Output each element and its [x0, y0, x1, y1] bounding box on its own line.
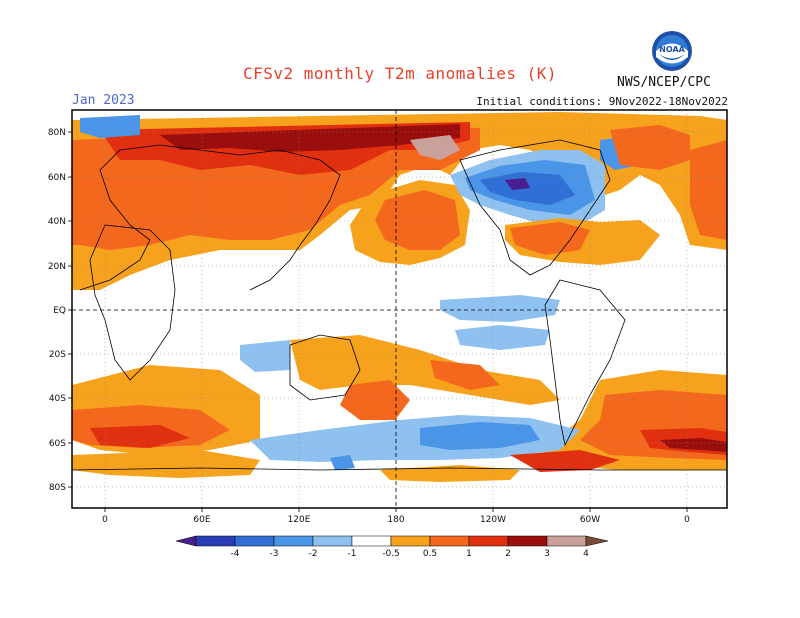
- noaa-logo: NOAA: [652, 31, 692, 71]
- colorbar-label: 0.5: [423, 549, 437, 559]
- lon-tick-labels: 0 60E 120E 180 120W 60W 0: [102, 515, 690, 525]
- colorbar-segment: [273, 535, 314, 547]
- colorbar-segment: [390, 535, 431, 547]
- lat-label: 80N: [48, 128, 66, 138]
- lon-label: 0: [684, 515, 690, 525]
- lon-label: 0: [102, 515, 108, 525]
- anomaly-field: [72, 110, 727, 508]
- lat-label: EQ: [53, 306, 66, 316]
- lat-tick-labels: 80N 60N 40N 20N EQ 20S 40S 60S 80S: [48, 128, 66, 493]
- map-title: CFSv2 monthly T2m anomalies (K): [242, 64, 558, 83]
- colorbar-segment: [312, 535, 353, 547]
- lat-label: 40N: [48, 217, 66, 227]
- colorbar-label: -0.5: [382, 549, 400, 559]
- colorbar-segment: [546, 535, 587, 547]
- colorbar-segment: [468, 535, 509, 547]
- lon-label: 60E: [193, 515, 210, 525]
- coastlines: [72, 139, 727, 471]
- colorbar-arrow-low: [175, 535, 197, 547]
- lon-label: 120W: [480, 515, 506, 525]
- lat-ticks: [68, 131, 72, 488]
- plot-frame: [71, 109, 728, 509]
- colorbar-label: 4: [583, 549, 589, 559]
- svg-text:NOAA: NOAA: [659, 45, 685, 54]
- colorbar-label: 3: [544, 549, 550, 559]
- lon-label: 60W: [580, 515, 600, 525]
- initial-conditions: Initial conditions: 9Nov2022-18Nov2022: [476, 95, 728, 108]
- colorbar-arrow-high: [585, 535, 609, 547]
- lon-label: 120E: [288, 515, 311, 525]
- lat-label: 80S: [49, 483, 66, 493]
- forecast-period: Jan 2023: [72, 93, 135, 108]
- lat-label: 60S: [49, 439, 66, 449]
- colorbar-segment: [429, 535, 470, 547]
- colorbar-label: -4: [231, 549, 240, 559]
- colorbar-segment: [351, 535, 392, 547]
- colorbar: -4 -3 -2 -1 -0.5 0.5 1 2 3 4: [175, 535, 609, 559]
- lat-label: 20N: [48, 262, 66, 272]
- lon-label: 180: [387, 515, 404, 525]
- colorbar-segment: [507, 535, 548, 547]
- colorbar-label: -2: [309, 549, 318, 559]
- colorbar-label: 2: [505, 549, 511, 559]
- colorbar-label: 1: [466, 549, 472, 559]
- lat-label: 40S: [49, 394, 66, 404]
- lat-label: 60N: [48, 173, 66, 183]
- agency-label: NWS/NCEP/CPC: [617, 75, 711, 90]
- lon-ticks: [104, 508, 688, 512]
- lat-label: 20S: [49, 350, 66, 360]
- colorbar-label: -3: [270, 549, 279, 559]
- colorbar-label: -1: [348, 549, 357, 559]
- colorbar-segment: [234, 535, 275, 547]
- colorbar-segment: [195, 535, 236, 547]
